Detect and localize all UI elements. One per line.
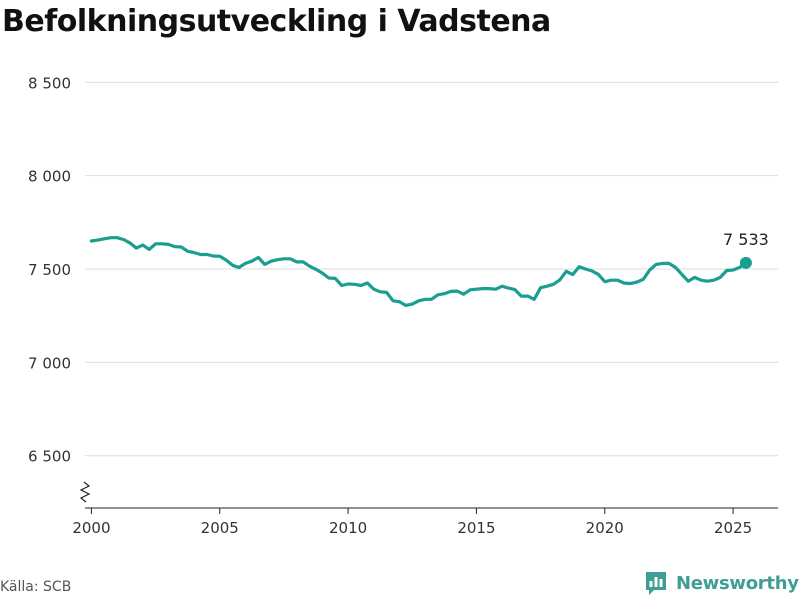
series-layer: 7 533 bbox=[89, 230, 769, 307]
y-tick-label: 7 000 bbox=[28, 354, 71, 372]
brand-name: Newsworthy bbox=[676, 572, 799, 594]
end-point-marker bbox=[739, 256, 752, 269]
x-tick-label: 2010 bbox=[329, 519, 367, 537]
chart-title: Befolkningsutveckling i Vadstena bbox=[2, 4, 551, 39]
y-tick-labels: 6 500 7 000 7 500 8 000 8 500 bbox=[28, 74, 71, 465]
x-tick-label: 2020 bbox=[586, 519, 624, 537]
x-tick-labels: 2000 2005 2010 2015 2020 2025 bbox=[72, 519, 752, 537]
y-tick-label: 6 500 bbox=[28, 448, 71, 466]
axis-break-icon bbox=[79, 481, 91, 503]
x-tick-label: 2000 bbox=[72, 519, 110, 537]
x-tick-label: 2025 bbox=[714, 519, 752, 537]
axes bbox=[79, 481, 778, 514]
end-value-label: 7 533 bbox=[723, 230, 769, 249]
x-tick-label: 2015 bbox=[457, 519, 495, 537]
y-tick-label: 8 500 bbox=[28, 74, 71, 92]
x-tick-label: 2005 bbox=[201, 519, 239, 537]
y-tick-label: 8 000 bbox=[28, 168, 71, 186]
newsworthy-logo-icon bbox=[646, 572, 666, 595]
source-note: Källa: SCB bbox=[0, 579, 72, 595]
gridlines bbox=[85, 81, 778, 457]
y-tick-label: 7 500 bbox=[28, 261, 71, 279]
population-line bbox=[89, 236, 748, 307]
brand-logo: Newsworthy bbox=[644, 570, 799, 596]
